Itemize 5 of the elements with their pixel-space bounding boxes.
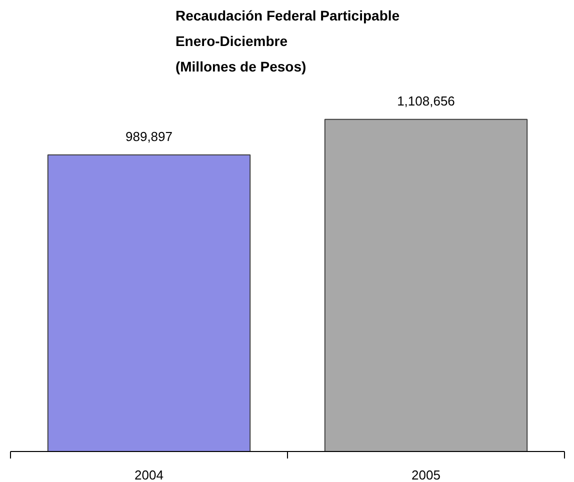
data-label: 989,897 (126, 128, 173, 144)
chart-title: Recaudación Federal Participable Enero-Diciembre (Millones de Pesos) (175, 7, 400, 74)
x-tick-label: 2004 (134, 468, 164, 482)
data-label: 1,108,656 (397, 93, 455, 108)
x-tick-label: 2005 (412, 468, 440, 482)
